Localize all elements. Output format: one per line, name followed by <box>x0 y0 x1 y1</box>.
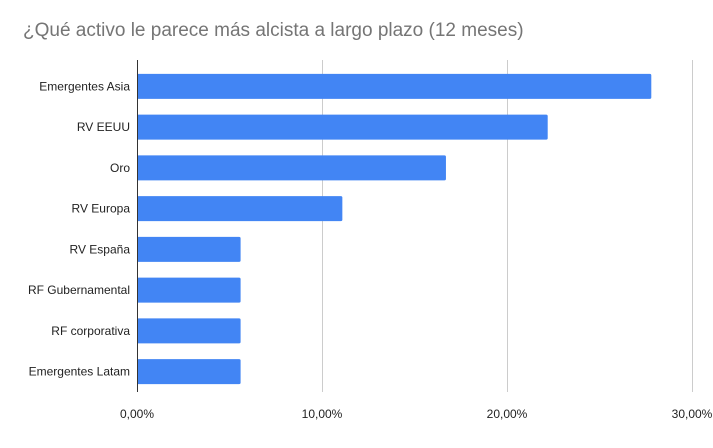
bar-1 <box>137 114 548 140</box>
chart-title: ¿Qué activo le parece más alcista a larg… <box>23 20 524 41</box>
bar-5 <box>137 277 241 303</box>
category-label-0: Emergentes Asia <box>39 79 130 93</box>
bar-4 <box>137 236 241 262</box>
category-label-4: RV España <box>70 242 131 256</box>
x-tick-label-3: 30,00% <box>672 407 713 421</box>
x-tick-label-1: 10,00% <box>302 407 343 421</box>
bar-7 <box>137 359 241 385</box>
bar-2 <box>137 155 446 181</box>
category-label-3: RV Europa <box>72 202 131 216</box>
bar-0 <box>137 73 652 99</box>
x-tick-label-0: 0,00% <box>120 407 154 421</box>
category-label-7: Emergentes Latam <box>29 365 130 379</box>
category-label-2: Oro <box>110 161 130 175</box>
category-label-5: RF Gubernamental <box>28 283 130 297</box>
category-label-1: RV EEUU <box>77 120 130 134</box>
x-tick-label-2: 20,00% <box>487 407 528 421</box>
category-label-6: RF corporativa <box>51 324 130 338</box>
bar-6 <box>137 318 241 344</box>
bar-3 <box>137 196 343 222</box>
